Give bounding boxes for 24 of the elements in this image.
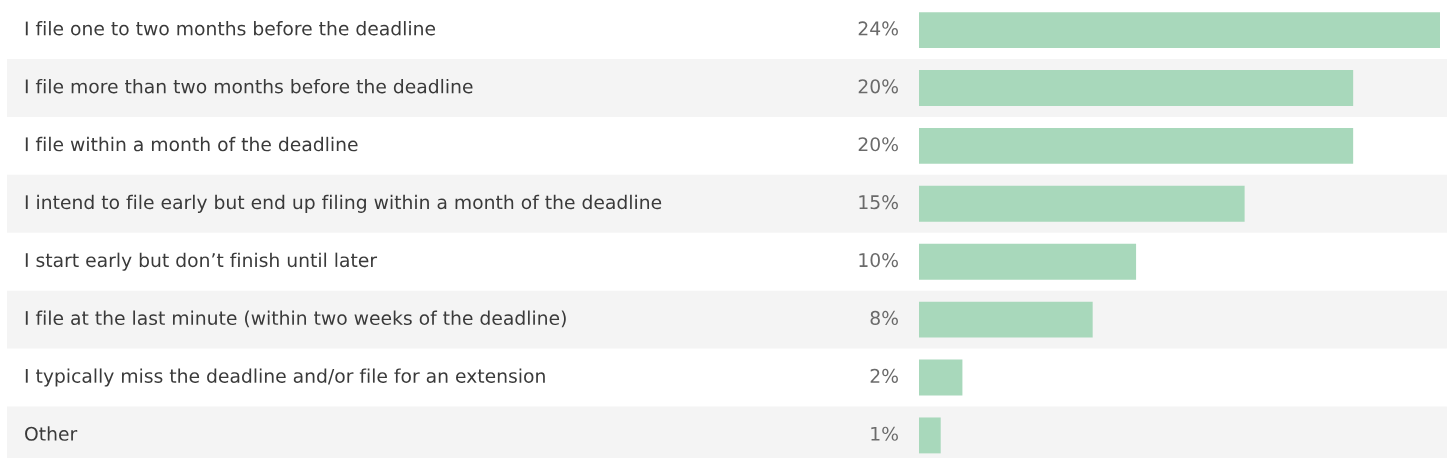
y-tick-label: I file one to two months before the deadline <box>25 21 436 36</box>
y-tick-label: Other <box>25 426 78 441</box>
data-label: 1% <box>871 426 898 441</box>
bar <box>919 417 941 454</box>
y-tick-label: I file more than two months before the deadline <box>25 78 473 94</box>
y-tick-label: I file within a month of the deadline <box>25 136 358 152</box>
bar <box>919 243 1137 280</box>
bar <box>919 185 1245 222</box>
bar <box>919 301 1093 338</box>
data-label: 2% <box>870 368 898 383</box>
bar <box>919 12 1440 49</box>
y-tick-label: I typically miss the deadline and/or file for an extension <box>25 368 545 387</box>
data-label: 20% <box>858 137 898 152</box>
data-label: 24% <box>858 21 898 36</box>
y-tick-label: I start early but don’t finish until later <box>25 252 378 271</box>
y-tick-label: I file at the last minute (within two weeks of the deadline) <box>25 310 566 328</box>
bar <box>919 127 1354 164</box>
bar <box>919 70 1354 106</box>
y-tick-label: I intend to file early but end up filing within a month of the deadline <box>25 194 662 213</box>
data-label: 8% <box>870 310 898 326</box>
data-label: 20% <box>858 79 898 94</box>
bar <box>919 359 963 396</box>
data-label: 15% <box>859 195 898 210</box>
data-label: 10% <box>859 252 898 268</box>
